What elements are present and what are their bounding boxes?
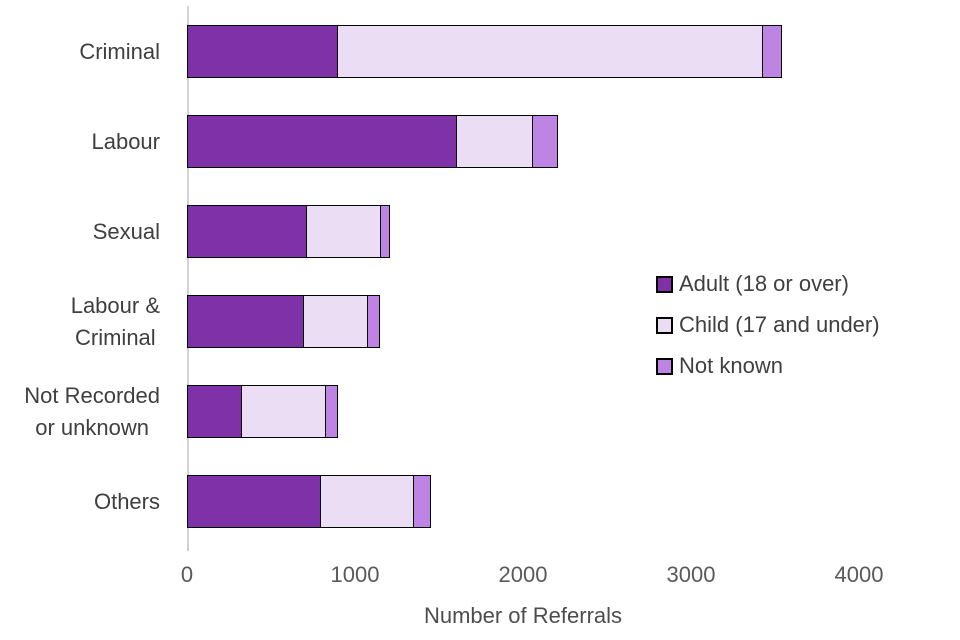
legend-swatch-child-17-and-under [656, 316, 673, 334]
y-axis-line [187, 6, 189, 545]
category-label-labour-criminal: Labour & Criminal [0, 293, 160, 350]
x-axis-tick-label-3000: 3000 [666, 562, 716, 587]
legend-label: Adult (18 or over) [679, 271, 849, 296]
bar-segment-not-recorded-or-unknown-child-17-and-under [240, 385, 327, 438]
bar-segment-labour-criminal-adult-18-or-over [187, 295, 305, 348]
bar-segment-sexual-not-known [379, 205, 390, 258]
category-label-sexual: Sexual [0, 205, 160, 258]
bar-row-not-recorded-or-unknown [187, 385, 339, 438]
bar-segment-criminal-adult-18-or-over [187, 25, 339, 78]
bar-segment-others-not-known [413, 475, 431, 528]
x-axis-zero-tick [187, 545, 189, 551]
bar-segment-criminal-child-17-and-under [336, 25, 764, 78]
legend-label: Not known [679, 353, 783, 378]
category-label-criminal: Criminal [0, 25, 160, 78]
legend-item-adult-18-or-over: Adult (18 or over) [656, 272, 849, 296]
legend-item-child-17-and-under: Child (17 and under) [656, 313, 880, 337]
category-label-text: Not Recorded or unknown [24, 382, 160, 440]
bar-row-sexual [187, 205, 390, 258]
legend-label: Child (17 and under) [679, 312, 880, 337]
x-axis-tick-label-4000: 4000 [834, 562, 884, 587]
bar-row-labour [187, 115, 559, 168]
bar-segment-others-child-17-and-under [319, 475, 415, 528]
bar-segment-criminal-not-known [761, 25, 782, 78]
x-axis-tick-label-0: 0 [180, 562, 194, 587]
category-label-others: Others [0, 475, 160, 528]
bar-segment-not-recorded-or-unknown-not-known [324, 385, 339, 438]
bar-segment-others-adult-18-or-over [187, 475, 322, 528]
legend-item-not-known: Not known [656, 354, 783, 378]
category-label-text: Labour & Criminal [70, 292, 160, 350]
bar-segment-labour-adult-18-or-over [187, 115, 458, 168]
bar-segment-sexual-adult-18-or-over [187, 205, 308, 258]
category-label-labour: Labour [0, 115, 160, 168]
category-label-text: Sexual [92, 218, 160, 244]
bar-segment-labour-criminal-not-known [366, 295, 380, 348]
legend-swatch-adult-18-or-over [656, 275, 673, 293]
x-axis-tick-label-1000: 1000 [330, 562, 380, 587]
x-axis-title: Number of Referrals [423, 603, 623, 628]
category-label-not-recorded-or-unknown: Not Recorded or unknown [0, 383, 160, 440]
category-label-text: Criminal [79, 38, 160, 64]
bar-segment-sexual-child-17-and-under [306, 205, 382, 258]
x-axis-tick-label-2000: 2000 [498, 562, 548, 587]
category-label-text: Labour [91, 128, 160, 154]
legend-swatch-not-known [656, 357, 673, 375]
bar-row-others [187, 475, 431, 528]
bar-segment-labour-child-17-and-under [455, 115, 534, 168]
category-label-text: Others [93, 488, 160, 514]
bar-segment-labour-not-known [531, 115, 559, 168]
bar-segment-not-recorded-or-unknown-adult-18-or-over [187, 385, 243, 438]
bar-row-criminal [187, 25, 782, 78]
bar-segment-labour-criminal-child-17-and-under [303, 295, 369, 348]
bar-row-labour-criminal [187, 295, 380, 348]
